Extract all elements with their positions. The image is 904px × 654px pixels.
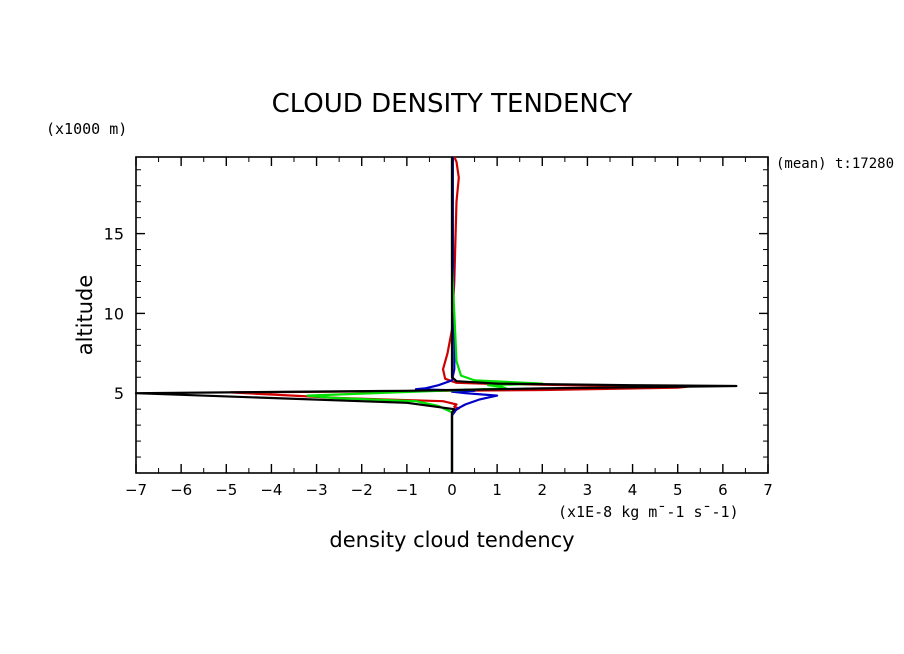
minor-ticks [136,157,768,473]
y-tick-label: 10 [104,304,124,323]
x-tick-label: 3 [583,481,593,499]
x-ticks: −7 −6 −5 −4 −3 −2 −1 0 1 2 3 4 5 6 7 [125,157,773,499]
annotation-mean: (mean) t:17280 [776,156,894,172]
x-tick-label: 6 [718,481,728,499]
y-ticks: 5 10 15 [104,225,768,403]
y-units-label: (x1000 m) [46,120,127,138]
x-units-label: (x1E-8 kg m¯-1 s¯-1) [558,503,739,521]
y-axis-label: altitude [73,275,97,356]
series-group [134,156,738,473]
x-tick-label: −3 [306,481,328,499]
x-tick-label: −4 [260,481,282,499]
x-tick-label: 0 [447,481,457,499]
x-tick-label: −5 [215,481,237,499]
x-tick-label: 2 [538,481,548,499]
x-tick-label: −7 [125,481,147,499]
x-tick-label: 4 [628,481,638,499]
series-line [229,156,688,473]
x-axis-label: density cloud tendency [329,528,574,552]
y-tick-label: 15 [104,225,124,244]
chart-title: CLOUD DENSITY TENDENCY [272,89,633,119]
series-line [134,157,738,473]
x-tick-label: −6 [170,481,192,499]
x-tick-label: −1 [396,481,418,499]
y-tick-label: 5 [114,384,124,403]
x-tick-label: 1 [492,481,502,499]
series-line [306,157,544,473]
x-tick-label: 5 [673,481,683,499]
x-tick-label: 7 [763,481,773,499]
x-tick-label: −2 [351,481,373,499]
